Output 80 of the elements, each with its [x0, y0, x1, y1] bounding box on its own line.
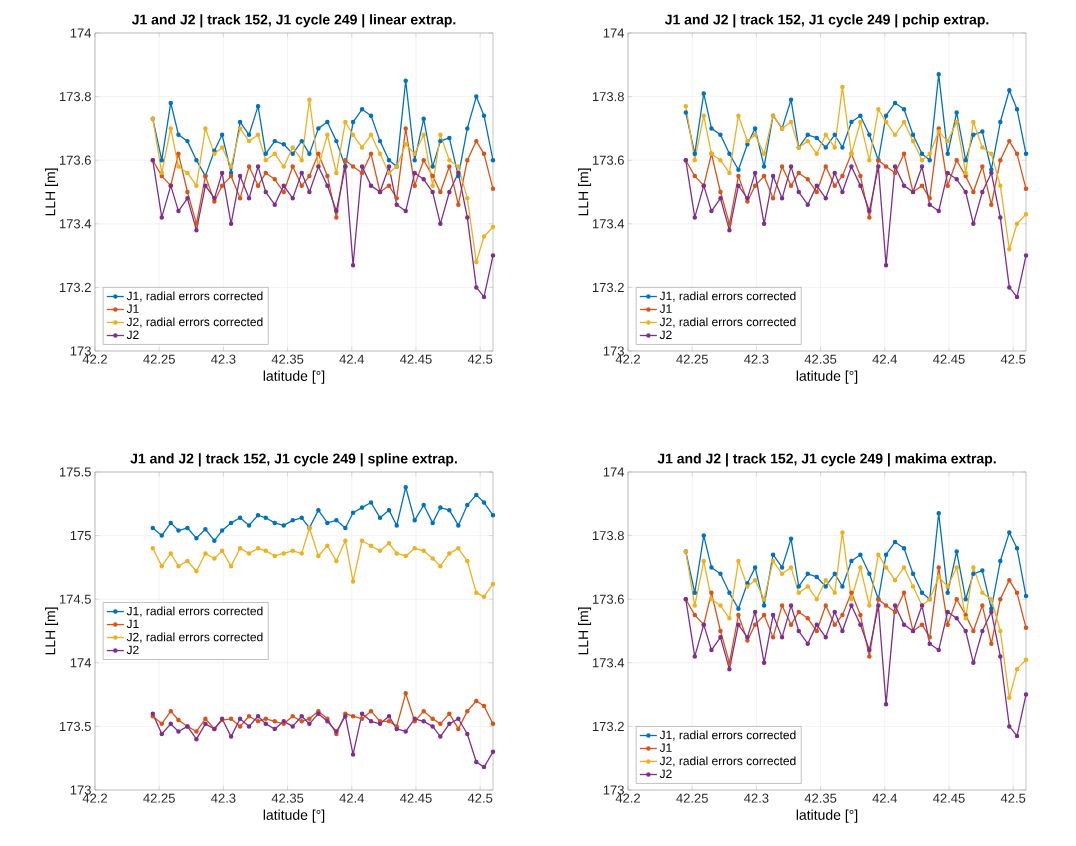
x-tick-label: 42.45	[933, 354, 965, 364]
y-tick-label: 173.4	[592, 219, 625, 229]
y-tick-label: 174	[70, 658, 92, 668]
y-tick-label: 173.6	[59, 155, 91, 165]
legend-label: J1	[659, 743, 672, 752]
x-tick-label: 42.2	[82, 793, 107, 803]
x-tick-label: 42.35	[804, 793, 837, 803]
chart-title: J1 and J2 | track 152, J1 cycle 249 | pchip extrap.	[664, 14, 989, 28]
x-tick-label: 42.45	[400, 354, 432, 364]
legend-label: J1	[126, 304, 139, 313]
chart-title: J1 and J2 | track 152, J1 cycle 249 | makima extrap.	[657, 453, 996, 467]
x-tick-label: 42.25	[676, 354, 708, 364]
y-tick-label: 173	[70, 785, 91, 795]
chart-title: J1 and J2 | track 152, J1 cycle 249 | spline extrap.	[130, 453, 457, 467]
x-tick-label: 42.45	[400, 793, 432, 803]
y-axis-title: LLH [m]	[578, 607, 592, 655]
legend-label: J1, radial errors corrected	[659, 291, 796, 302]
x-tick-label: 42.4	[872, 793, 898, 803]
y-tick-label: 175	[70, 531, 91, 541]
y-tick-label: 173	[603, 346, 624, 356]
legend-label: J2	[126, 330, 139, 340]
x-tick-label: 42.45	[933, 793, 965, 803]
y-tick-label: 173	[70, 346, 91, 356]
y-tick-label: 173.8	[592, 92, 624, 102]
y-axis-title: LLH [m]	[45, 607, 59, 655]
x-tick-label: 42.5	[1000, 354, 1026, 364]
y-tick-label: 173.4	[592, 658, 625, 668]
y-tick-label: 173.2	[59, 282, 91, 293]
y-tick-label: 173.4	[59, 219, 92, 229]
x-tick-label: 42.25	[143, 793, 175, 803]
x-tick-label: 42.3	[744, 793, 769, 803]
y-tick-label: 173.8	[59, 92, 91, 102]
y-tick-label: 173.6	[592, 594, 624, 604]
x-tick-label: 42.4	[339, 354, 365, 364]
x-tick-label: 42.4	[339, 793, 365, 803]
chart-title: J1 and J2 | track 152, J1 cycle 249 | linear extrap.	[131, 14, 456, 28]
y-tick-label: 175.5	[59, 467, 91, 477]
x-tick-label: 42.25	[143, 354, 175, 364]
x-tick-label: 42.5	[467, 793, 493, 803]
y-axis-title: LLH [m]	[45, 168, 59, 216]
legend-label: J1, radial errors corrected	[126, 291, 263, 302]
x-tick-label: 42.35	[271, 354, 304, 364]
y-tick-label: 174	[603, 28, 625, 38]
legend-label: J2, radial errors corrected	[659, 756, 796, 767]
legend-label: J1	[126, 619, 139, 629]
y-tick-label: 174	[70, 28, 92, 38]
y-tick-label: 173.2	[592, 282, 624, 293]
x-tick-label: 42.4	[872, 354, 898, 364]
legend-label: J2	[659, 330, 672, 340]
legend-label: J2, radial errors corrected	[126, 632, 263, 643]
legend-label: J1, radial errors corrected	[659, 730, 796, 741]
y-tick-label: 173.6	[592, 155, 624, 165]
x-tick-label: 42.3	[211, 354, 236, 364]
x-tick-label: 42.25	[676, 793, 708, 803]
x-tick-label: 42.3	[744, 354, 769, 364]
x-tick-label: 42.5	[1000, 793, 1026, 803]
x-axis-title: latitude [°]	[263, 809, 325, 823]
legend-label: J2	[659, 769, 672, 779]
legend-label: J1	[659, 304, 672, 313]
legend-label: J2	[126, 645, 139, 655]
y-tick-label: 174	[603, 467, 625, 477]
x-tick-label: 42.2	[615, 354, 640, 364]
x-tick-label: 42.3	[211, 793, 236, 803]
y-tick-label: 173	[603, 785, 624, 795]
legend-label: J2, radial errors corrected	[659, 317, 796, 328]
x-tick-label: 42.35	[804, 354, 837, 364]
y-tick-label: 173.2	[592, 721, 624, 732]
x-tick-label: 42.2	[615, 793, 640, 803]
x-axis-title: latitude [°]	[263, 370, 325, 384]
legend-label: J2, radial errors corrected	[126, 317, 263, 328]
x-axis-title: latitude [°]	[796, 370, 858, 384]
y-tick-label: 173.5	[59, 721, 91, 732]
y-axis-title: LLH [m]	[578, 168, 592, 216]
legend-label: J1, radial errors corrected	[126, 606, 263, 617]
x-tick-label: 42.2	[82, 354, 107, 364]
y-tick-label: 173.8	[592, 531, 624, 541]
x-tick-label: 42.5	[467, 354, 493, 364]
y-tick-label: 174.5	[59, 594, 91, 604]
x-axis-title: latitude [°]	[796, 809, 858, 823]
x-tick-label: 42.35	[271, 793, 304, 803]
